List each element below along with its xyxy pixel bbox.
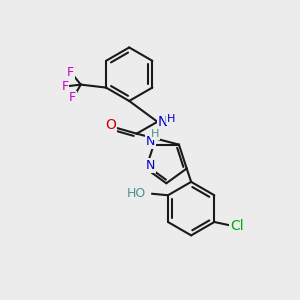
Text: F: F — [69, 92, 76, 104]
Text: N: N — [146, 159, 155, 172]
Text: HO: HO — [127, 187, 146, 200]
Text: O: O — [105, 118, 116, 132]
Text: Cl: Cl — [230, 220, 243, 233]
Text: N: N — [158, 115, 168, 129]
Text: N: N — [146, 135, 155, 148]
Text: H: H — [151, 129, 159, 139]
Text: H: H — [167, 114, 175, 124]
Text: F: F — [67, 66, 74, 79]
Text: F: F — [62, 80, 69, 93]
